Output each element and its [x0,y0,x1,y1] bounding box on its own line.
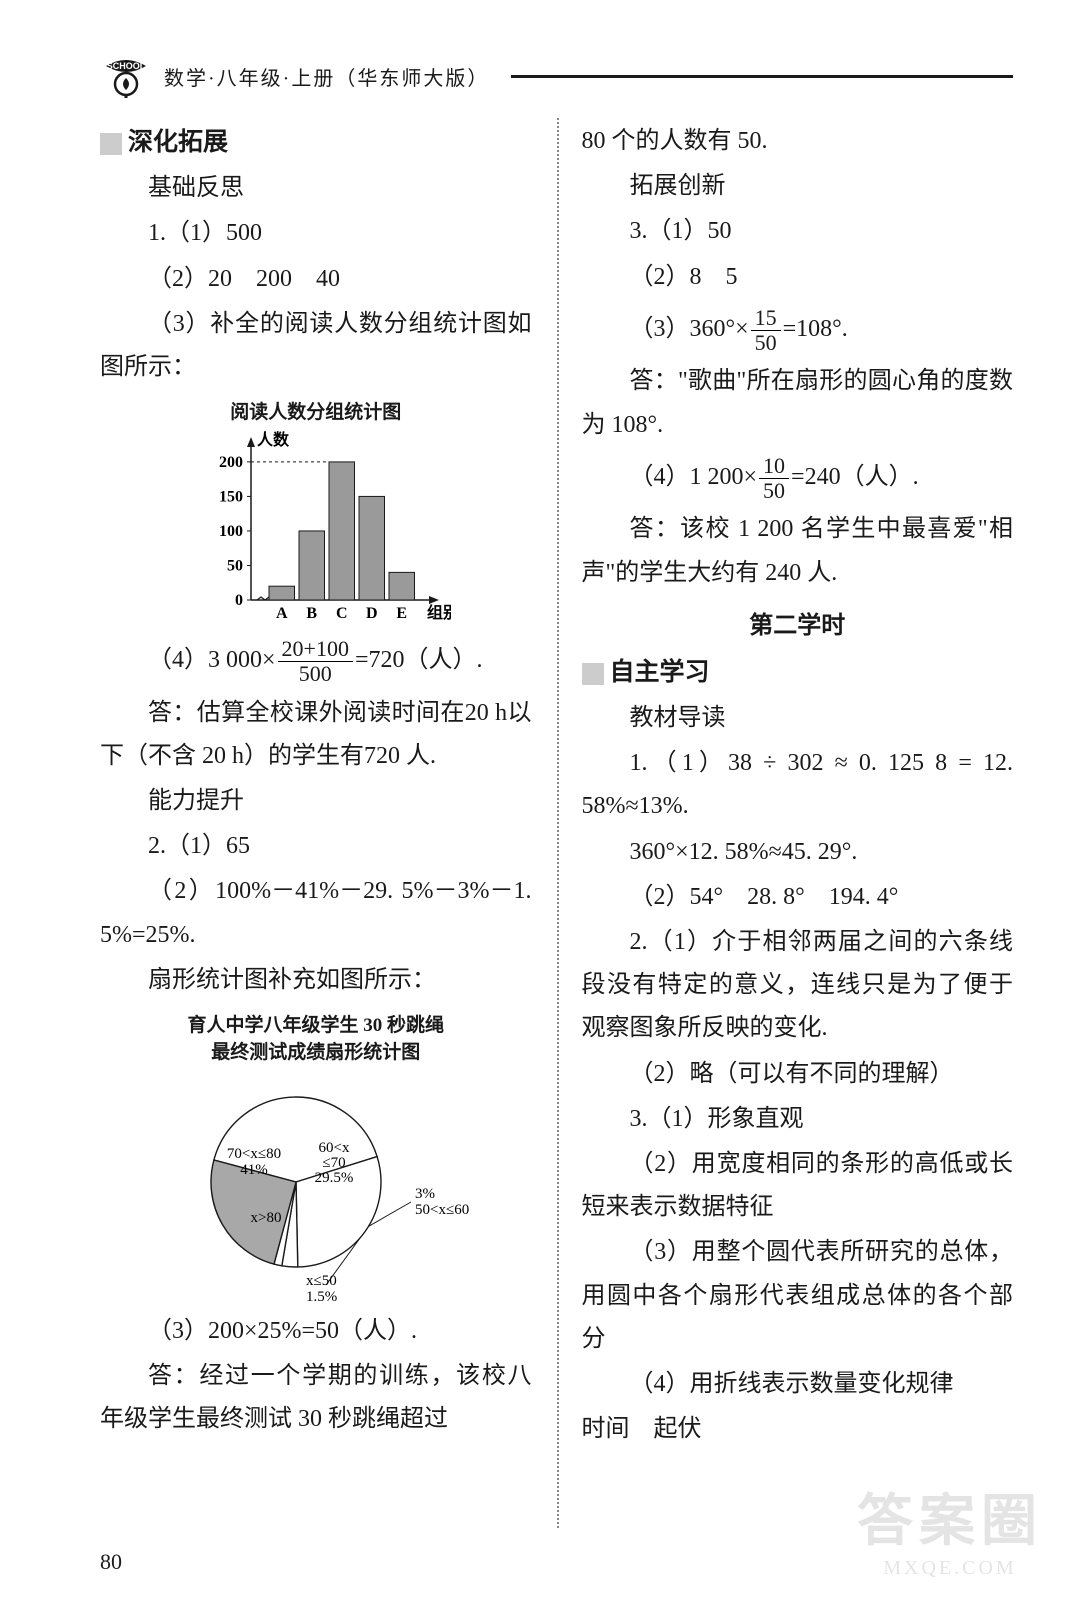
formula-line: （4）3 000×20+100500=720（人）. [100,632,532,690]
text-line: （2）54° 28. 8° 194. 4° [582,876,1014,919]
subsection: 能力提升 [100,780,532,823]
pie-chart: 70<x≤8041% 60<x≤7029.5% x>80 3%50<x≤60 x≤501… [161,1072,471,1302]
section-heading: 自主学习 [582,650,1014,695]
svg-text:100: 100 [219,523,243,540]
text-line: 答：经过一个学期的训练，该校八年级学生最终测试 30 秒跳绳超过 [100,1355,532,1441]
svg-text:150: 150 [219,489,243,506]
svg-text:29.5%: 29.5% [314,1170,353,1186]
text-line: （3）补全的阅读人数分组统计图如图所示： [100,303,532,389]
formula-line: （4）1 200×1050=240（人）. [582,449,1014,507]
column-divider [557,118,559,1528]
svg-text:≤70: ≤70 [322,1155,345,1171]
text-line: （2）用宽度相同的条形的高低或长短来表示数据特征 [582,1143,1014,1229]
right-column: 80 个的人数有 50. 拓展创新 3.（1）50 （2）8 5 （3）360°… [557,118,1014,1453]
text-line: （2）8 5 [582,256,1014,299]
section-heading: 深化拓展 [100,120,532,165]
bar-chart-title: 阅读人数分组统计图 [100,397,532,424]
svg-text:SCHOOL: SCHOOL [107,61,146,71]
svg-text:A: A [276,605,288,622]
svg-text:70<x≤80: 70<x≤80 [227,1146,281,1162]
svg-text:0: 0 [235,592,243,609]
text-line: （4）用折线表示数量变化规律 [582,1363,1014,1406]
text-line: 答：该校 1 200 名学生中最喜爱"相声"的学生大约有 240 人. [582,508,1014,594]
text-line: 扇形统计图补充如图所示： [100,959,532,1002]
pie-chart-title: 育人中学八年级学生 30 秒跳绳 最终测试成绩扇形统计图 [100,1010,532,1064]
svg-text:41%: 41% [240,1162,268,1178]
text-line: 2.（1）65 [100,825,532,868]
text-line: 1.（1）38 ÷ 302 ≈ 0. 125 8 = 12. 58%≈13%. [582,742,1014,828]
header-title: 数学·八年级·上册（华东师大版） [164,62,489,91]
bar-chart: 人数组别 0 50 100 150 200 A B C D E [181,430,451,630]
watermark: 答案圈 MXQE.COM [857,1476,1043,1580]
text-line: （2）20 200 40 [100,258,532,301]
text-line: （3）200×25%=50（人）. [100,1310,532,1353]
svg-text:C: C [336,605,348,622]
school-logo-icon: SCHOOL [100,50,152,102]
subsection: 教材导读 [582,697,1014,740]
text-line: （3）用整个圆代表所研究的总体，用圆中各个扇形代表组成总体的各个部分 [582,1231,1014,1361]
text-line: （2）略（可以有不同的理解） [582,1053,1014,1096]
text-line: 360°×12. 58%≈45. 29°. [582,831,1014,874]
page-header: SCHOOL 数学·八年级·上册（华东师大版） [100,50,1013,102]
two-column-content: 深化拓展 基础反思 1.（1）500 （2）20 200 40 （3）补全的阅读… [100,118,1013,1453]
text-line: 2.（1）介于相邻两届之间的六条线段没有特定的意义，连线只是为了便于观察图象所反… [582,921,1014,1051]
svg-text:B: B [306,605,317,622]
text-line: 答：估算全校课外阅读时间在20 h以下（不含 20 h）的学生有720 人. [100,692,532,778]
header-rule [511,75,1013,78]
text-line: 3.（1）50 [582,210,1014,253]
svg-text:x≤50: x≤50 [306,1273,337,1289]
text-line: 答："歌曲"所在扇形的圆心角的度数为 108°. [582,360,1014,446]
text-line: 3.（1）形象直观 [582,1098,1014,1141]
subsection: 拓展创新 [582,165,1014,208]
text-line: 1.（1）500 [100,212,532,255]
text-line: 80 个的人数有 50. [582,120,1014,163]
svg-text:组别: 组别 [427,603,451,622]
text-line: 时间 起伏 [582,1408,1014,1451]
svg-text:50<x≤60: 50<x≤60 [415,1202,469,1218]
svg-text:D: D [366,605,378,622]
formula-line: （3）360°×1550=108°. [582,301,1014,359]
page-number: 80 [100,1549,122,1575]
svg-text:E: E [396,605,407,622]
svg-text:人数: 人数 [257,430,290,449]
svg-text:3%: 3% [415,1186,435,1202]
svg-text:200: 200 [219,454,243,471]
svg-text:x>80: x>80 [250,1210,281,1226]
lesson-header: 第二学时 [582,605,1014,648]
svg-text:1.5%: 1.5% [306,1289,337,1302]
left-column: 深化拓展 基础反思 1.（1）500 （2）20 200 40 （3）补全的阅读… [100,118,557,1453]
subsection: 基础反思 [100,167,532,210]
svg-text:50: 50 [227,558,243,575]
text-line: （2）100%－41%－29. 5%－3%－1. 5%=25%. [100,870,532,956]
svg-text:60<x: 60<x [318,1140,349,1156]
